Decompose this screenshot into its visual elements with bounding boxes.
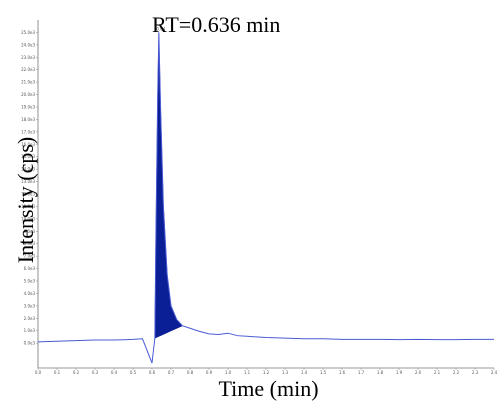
y-tick-label: 22.0e3 — [21, 67, 35, 72]
y-tick-label: 4.0e3 — [24, 291, 36, 296]
x-tick-label: 2.1 — [434, 370, 441, 375]
y-tick-label: 14.0e3 — [21, 167, 35, 172]
x-tick-label: 1.1 — [244, 370, 251, 375]
y-tick-label: 3.0e3 — [24, 303, 36, 308]
y-tick-label: 15.0e3 — [21, 154, 35, 159]
x-tick-label: 1.7 — [358, 370, 365, 375]
y-tick-label: 23.0e3 — [21, 55, 35, 60]
x-tick-label: 1.6 — [339, 370, 346, 375]
y-tick-label: 24.0e3 — [21, 42, 35, 47]
y-tick-label: 1.0e3 — [24, 328, 36, 333]
x-tick-label: 1.0 — [225, 370, 232, 375]
y-tick-label: 16.0e3 — [21, 142, 35, 147]
x-tick-label: 1.9 — [396, 370, 403, 375]
x-tick-label: 2.0 — [415, 370, 422, 375]
x-tick-label: 0.0 — [35, 370, 42, 375]
y-tick-label: 10.0e3 — [21, 216, 35, 221]
y-tick-label: 7.0e3 — [24, 254, 36, 259]
chart-axes — [37, 20, 494, 369]
y-tick-label: 8.0e3 — [24, 241, 36, 246]
y-tick-label: 11.0e3 — [21, 204, 35, 209]
tick-labels-layer: 0.0 0.1 0.2 0.3 0.4 0.5 0.6 0.7 0.8 0.9 1.0 1.1 1.2 1… — [21, 26, 497, 375]
trace-layer — [37, 32, 494, 364]
y-tick-label: 13.0e3 — [21, 179, 35, 184]
x-tick-label: 0.4 — [111, 370, 118, 375]
y-tick-label: 21.0e3 — [21, 80, 35, 85]
x-tick-label: 1.8 — [377, 370, 384, 375]
y-tick-label: 25.0e3 — [21, 30, 35, 35]
peak-apex-label: 0.64 — [156, 26, 165, 31]
y-tick-label: 6.0e3 — [24, 266, 36, 271]
x-tick-label: 1.2 — [263, 370, 270, 375]
y-tick-label: 5.0e3 — [24, 279, 36, 284]
x-tick-label: 0.5 — [130, 370, 137, 375]
x-tick-label: 0.3 — [92, 370, 99, 375]
x-tick-label: 0.7 — [168, 370, 175, 375]
y-tick-label: 9.0e3 — [24, 229, 36, 234]
y-axis-label: Intensity (cps) — [13, 136, 38, 264]
x-tick-label: 0.8 — [187, 370, 194, 375]
x-tick-label: 0.6 — [149, 370, 156, 375]
x-tick-label: 0.2 — [73, 370, 80, 375]
y-tick-label: 2.0e3 — [24, 316, 36, 321]
retention-time-annotation: RT=0.636 min — [152, 12, 281, 37]
y-tick-label: 20.0e3 — [21, 92, 35, 97]
x-axis-label: Time (min) — [218, 376, 319, 401]
x-tick-label: 2.3 — [472, 370, 479, 375]
y-tick-label: 19.0e3 — [21, 105, 35, 110]
x-tick-label: 2.4 — [491, 370, 497, 375]
y-tick-label: 18.0e3 — [21, 117, 35, 122]
x-tick-label: 2.2 — [453, 370, 460, 375]
y-tick-label: 17.0e3 — [21, 129, 35, 134]
peak-area-layer — [154, 32, 183, 339]
y-tick-label: 0.0e3 — [24, 341, 36, 346]
x-tick-label: 1.3 — [282, 370, 289, 375]
x-tick-label: 0.9 — [206, 370, 213, 375]
peak-area — [154, 32, 183, 339]
x-tick-label: 1.5 — [320, 370, 327, 375]
y-tick-label: 12.0e3 — [21, 192, 35, 197]
intensity-trace — [37, 32, 494, 364]
x-tick-label: 1.4 — [301, 370, 308, 375]
x-tick-label: 0.1 — [54, 370, 61, 375]
